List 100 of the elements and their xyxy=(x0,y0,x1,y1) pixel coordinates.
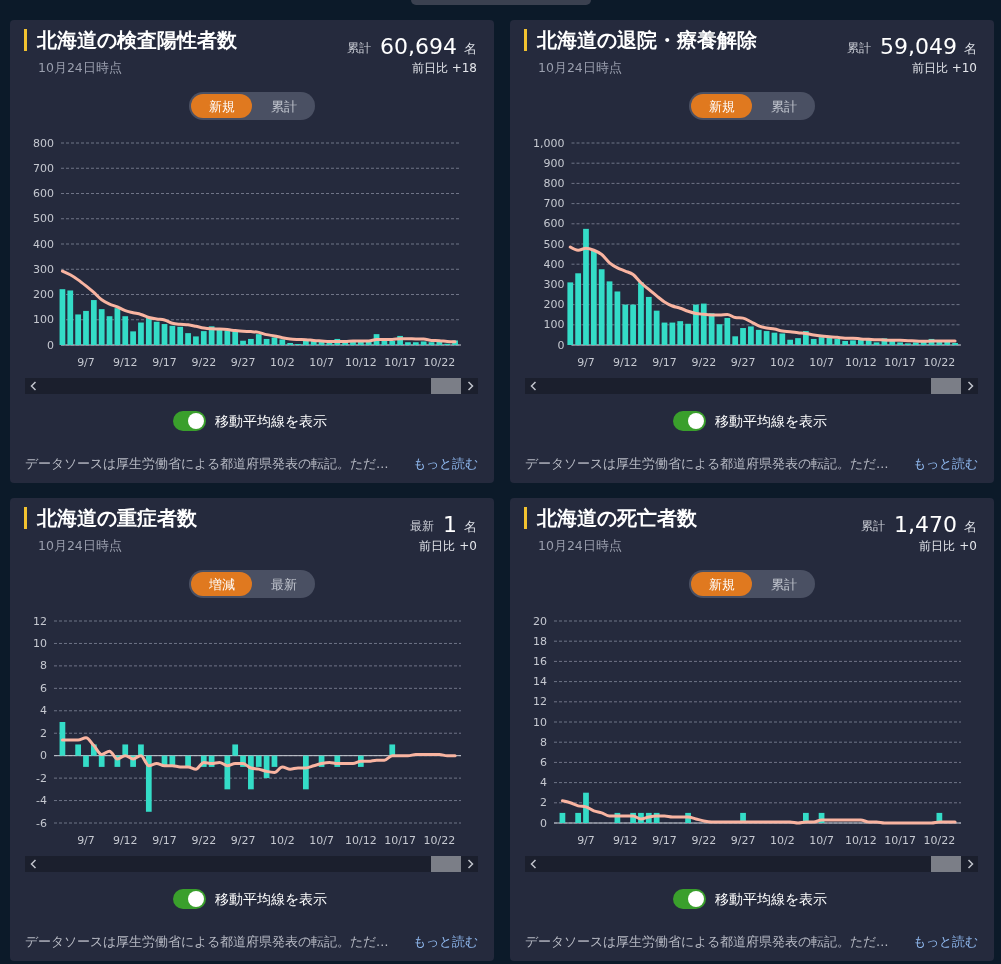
text: もっと読む xyxy=(413,933,478,949)
text: 前日比 +18 xyxy=(411,61,477,75)
x-tick-label: 9/27 xyxy=(230,833,256,847)
x-tick-label: 10/12 xyxy=(344,833,377,847)
text: 累計 xyxy=(270,98,297,114)
x-tick-label: 10/22 xyxy=(423,355,456,369)
x-tick-label: 10/17 xyxy=(384,833,416,847)
y-tick-label: 700 xyxy=(543,197,565,211)
text: 1 xyxy=(443,511,457,537)
x-tick-label: 9/12 xyxy=(112,833,138,847)
text: 前日比 +0 xyxy=(419,539,477,553)
x-tick-label: 9/7 xyxy=(577,355,595,369)
x-tick-label: 10/7 xyxy=(809,833,834,847)
text: 名 xyxy=(964,518,977,534)
x-tick-label: 10/2 xyxy=(769,833,795,847)
x-tick-label: 9/17 xyxy=(652,833,677,847)
chart-subtitle: 10月24日時点 xyxy=(538,59,622,75)
x-tick-label: 10/12 xyxy=(844,355,877,369)
y-tick-label: 600 xyxy=(33,187,54,200)
y-tick-label: 14 xyxy=(533,675,547,689)
x-tick-label: 10/17 xyxy=(884,355,916,369)
x-tick-label: 10/17 xyxy=(384,355,416,369)
x-tick-label: 9/7 xyxy=(77,355,95,369)
x-tick-label: 9/12 xyxy=(112,355,138,369)
y-tick-label: 600 xyxy=(543,217,565,231)
chart-subtitle: 10月24日時点 xyxy=(538,537,622,553)
chart-subtitle: 10月24日時点 xyxy=(38,59,122,75)
y-tick-label: -2 xyxy=(36,771,47,785)
chart-subtitle: 10月24日時点 xyxy=(38,537,122,553)
text: 新規 xyxy=(208,98,235,114)
y-tick-label: 300 xyxy=(543,277,565,291)
y-tick-label: -6 xyxy=(36,816,47,830)
x-tick-label: 10/12 xyxy=(844,833,877,847)
text: 累計 xyxy=(847,41,872,55)
text: 新規 xyxy=(708,98,735,114)
chart-title: 北海道の重症者数 xyxy=(36,506,198,530)
text: 累計 xyxy=(861,519,886,533)
text: 移動平均線を表示 xyxy=(715,413,827,429)
y-tick-label: 8 xyxy=(40,659,47,673)
y-tick-label: 800 xyxy=(33,136,54,150)
x-tick-label: 10/17 xyxy=(884,833,916,847)
x-tick-label: 9/27 xyxy=(730,355,756,369)
y-tick-label: 18 xyxy=(533,634,547,648)
y-tick-label: 1,000 xyxy=(533,136,565,150)
y-tick-label: 700 xyxy=(33,161,54,175)
y-tick-label: 2 xyxy=(40,726,47,740)
y-tick-label: 4 xyxy=(540,776,547,790)
x-tick-label: 10/22 xyxy=(923,355,956,369)
x-tick-label: 10/2 xyxy=(769,355,795,369)
text: もっと読む xyxy=(913,455,978,471)
x-tick-label: 10/2 xyxy=(269,355,295,369)
y-tick-label: 20 xyxy=(533,614,547,628)
x-tick-label: 10/22 xyxy=(423,833,456,847)
x-tick-label: 9/22 xyxy=(191,833,217,847)
text: 名 xyxy=(464,518,477,534)
y-tick-label: 800 xyxy=(543,176,565,190)
y-tick-label: 300 xyxy=(33,262,54,276)
x-tick-label: 9/22 xyxy=(691,833,717,847)
text: 最新 xyxy=(410,519,434,533)
y-tick-label: 100 xyxy=(33,313,54,327)
x-tick-label: 10/12 xyxy=(344,355,377,369)
text: データソースは厚生労働省による都道府県発表の転記。ただ… xyxy=(525,933,889,949)
text: 名 xyxy=(964,40,977,56)
y-tick-label: 0 xyxy=(40,749,47,763)
text: 前日比 +0 xyxy=(919,539,977,553)
text: データソースは厚生労働省による都道府県発表の転記。ただ… xyxy=(25,455,389,471)
y-tick-label: 500 xyxy=(33,212,54,226)
chart-title: 北海道の退院・療養解除 xyxy=(536,28,758,52)
x-tick-label: 9/22 xyxy=(691,355,717,369)
y-tick-label: -4 xyxy=(36,794,47,808)
y-tick-label: 100 xyxy=(543,318,565,332)
text: 移動平均線を表示 xyxy=(715,891,827,907)
x-tick-label: 9/7 xyxy=(77,833,95,847)
text: もっと読む xyxy=(413,455,478,471)
x-tick-label: 9/27 xyxy=(730,833,756,847)
text: 60,694 xyxy=(380,33,457,59)
x-tick-label: 10/7 xyxy=(809,355,834,369)
y-tick-label: 8 xyxy=(540,735,547,749)
x-tick-label: 10/7 xyxy=(309,355,334,369)
y-tick-label: 0 xyxy=(47,338,54,352)
text: データソースは厚生労働省による都道府県発表の転記。ただ… xyxy=(525,455,889,471)
y-tick-label: 400 xyxy=(33,237,54,251)
y-tick-label: 0 xyxy=(540,816,547,830)
y-tick-label: 12 xyxy=(533,695,547,709)
text: 最新 xyxy=(270,576,297,592)
x-tick-label: 9/12 xyxy=(612,833,638,847)
x-tick-label: 9/22 xyxy=(191,355,217,369)
x-tick-label: 9/17 xyxy=(152,355,177,369)
x-tick-label: 9/27 xyxy=(230,355,256,369)
y-tick-label: 2 xyxy=(540,796,547,810)
y-tick-label: 400 xyxy=(543,257,565,271)
chart-title: 北海道の死亡者数 xyxy=(536,506,698,530)
y-tick-label: 500 xyxy=(543,237,565,251)
x-tick-label: 10/22 xyxy=(923,833,956,847)
x-tick-label: 9/17 xyxy=(152,833,177,847)
y-tick-label: 6 xyxy=(40,681,47,695)
text: 累計 xyxy=(347,41,372,55)
chart-title: 北海道の検査陽性者数 xyxy=(36,28,238,52)
text: データソースは厚生労働省による都道府県発表の転記。ただ… xyxy=(25,933,389,949)
text: 累計 xyxy=(770,576,797,592)
